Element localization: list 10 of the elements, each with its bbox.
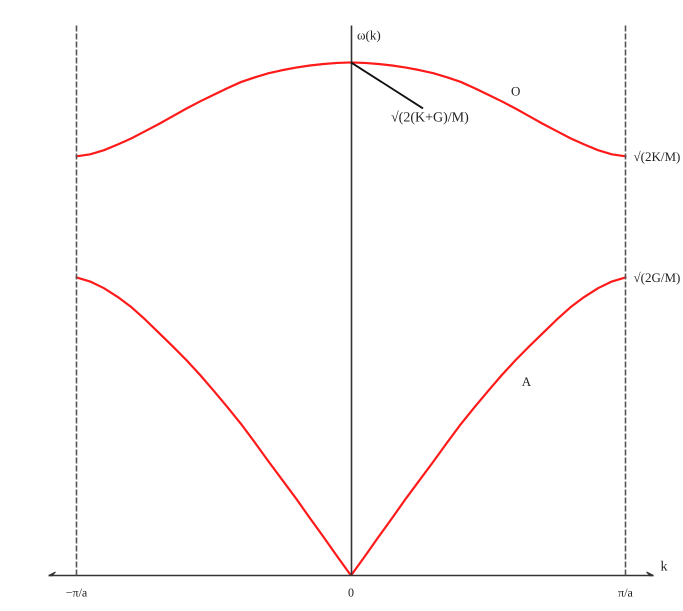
y-axis-title: ω(k): [357, 28, 381, 42]
annotation: √(2G/M): [634, 270, 680, 285]
annotation: √(2(K+G)/M): [391, 109, 470, 126]
x-axis-title: k: [660, 560, 668, 574]
series-label: O: [511, 84, 520, 99]
annotation: √(2K/M): [634, 148, 680, 164]
series-label: A: [522, 374, 532, 390]
x-tick-label: 0: [348, 586, 354, 600]
x-tick-label: π/a: [618, 586, 634, 600]
x-tick-label: −π/a: [66, 586, 88, 600]
